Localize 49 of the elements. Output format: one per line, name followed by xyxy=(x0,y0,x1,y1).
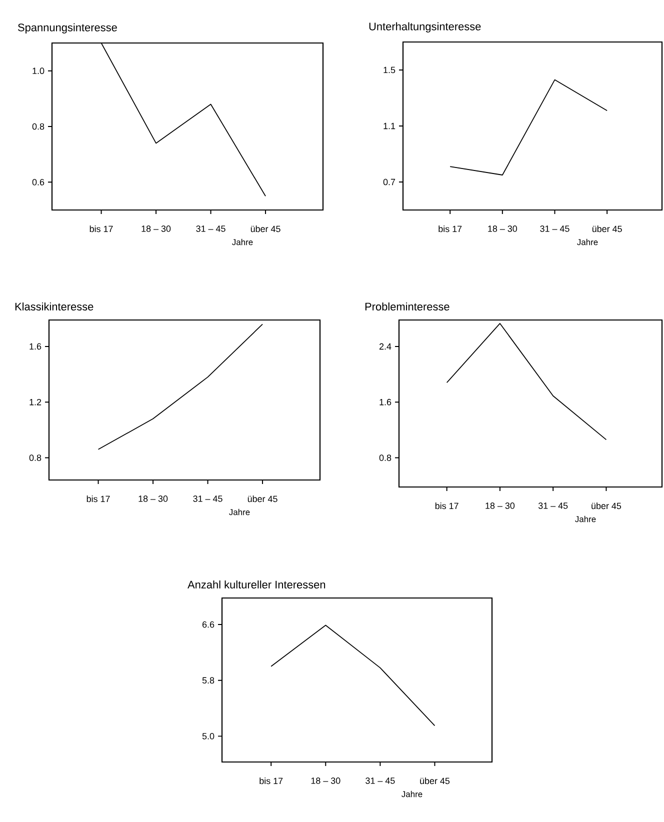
x-axis-title: Jahre xyxy=(575,516,596,522)
chart-title: Anzahl kultureller Interessen xyxy=(188,580,326,589)
chart-title: Probleminteresse xyxy=(365,302,450,311)
x-tick-label: 18 – 30 xyxy=(488,226,518,232)
x-tick-label: 31 – 45 xyxy=(538,502,568,509)
x-tick-label: 31 – 45 xyxy=(193,496,222,502)
x-tick-label: bis 17 xyxy=(86,496,110,502)
y-tick-label: 1.0 xyxy=(32,68,44,74)
y-tick-label: 1.6 xyxy=(30,343,42,350)
x-tick-label: bis 17 xyxy=(438,226,462,232)
line-series xyxy=(446,323,607,440)
line-series xyxy=(450,79,608,176)
x-axis-title: Jahre xyxy=(577,238,598,246)
x-tick-label: über 45 xyxy=(420,778,450,784)
x-axis-title: Jahre xyxy=(232,238,253,246)
x-tick-label: 31 – 45 xyxy=(196,226,226,232)
y-tick-label: 1.5 xyxy=(384,66,396,74)
x-axis-title: Jahre xyxy=(229,508,250,516)
x-tick-label: über 45 xyxy=(248,496,278,502)
y-tick-label: 0.8 xyxy=(29,454,42,461)
x-tick-label: 18 – 30 xyxy=(311,778,340,784)
y-tick-label: 2.4 xyxy=(379,343,392,350)
chart-title: Spannungsinteresse xyxy=(18,23,117,34)
chart-title: Klassikinteresse xyxy=(15,302,94,311)
x-axis-title: Jahre xyxy=(402,790,422,798)
line-series xyxy=(270,624,436,726)
y-tick-label: 0.8 xyxy=(379,454,392,461)
x-tick-label: 18 – 30 xyxy=(138,496,168,502)
x-tick-label: 31 – 45 xyxy=(540,226,570,232)
chart-title: Unterhaltungsinteresse xyxy=(369,22,481,32)
y-tick-label: 6.6 xyxy=(202,621,214,628)
line-series xyxy=(98,324,263,450)
y-tick-label: 0.6 xyxy=(32,178,44,186)
y-tick-label: 0.7 xyxy=(383,178,396,186)
x-tick-label: 18 – 30 xyxy=(486,502,515,509)
x-tick-label: bis 17 xyxy=(260,778,283,784)
y-tick-label: 1.2 xyxy=(30,398,42,406)
x-tick-label: bis 17 xyxy=(435,502,458,510)
y-tick-label: 1.1 xyxy=(384,122,396,130)
y-tick-label: 5.8 xyxy=(202,677,214,684)
x-tick-label: 31 – 45 xyxy=(366,778,395,784)
y-tick-label: 0.8 xyxy=(32,123,44,130)
y-tick-label: 5.0 xyxy=(202,733,214,740)
y-tick-label: 1.6 xyxy=(380,398,392,406)
x-tick-label: bis 17 xyxy=(90,226,113,232)
x-tick-label: 18 – 30 xyxy=(142,226,171,232)
x-tick-label: über 45 xyxy=(592,502,622,510)
x-tick-label: über 45 xyxy=(592,226,622,232)
x-tick-label: über 45 xyxy=(250,226,280,232)
